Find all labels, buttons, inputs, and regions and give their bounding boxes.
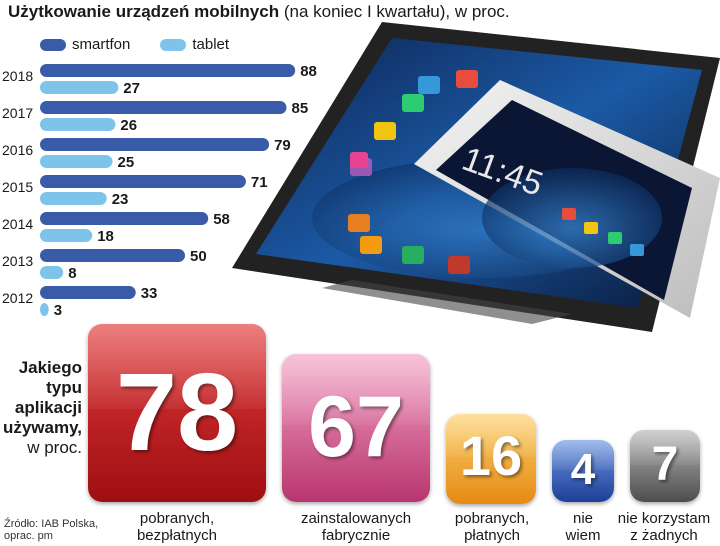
devices-illustration: 11:45 bbox=[232, 22, 720, 332]
tile-downloaded-paid: 16 bbox=[446, 414, 536, 504]
question-line-3: aplikacji bbox=[14, 398, 82, 417]
tile-caption-dont-know: nie wiem bbox=[548, 510, 618, 544]
tile-gloss bbox=[88, 324, 266, 410]
bar-smartfon bbox=[40, 64, 296, 77]
tile-preinstalled: 67 bbox=[282, 354, 430, 502]
caption-line-1: pobranych, bbox=[139, 510, 215, 527]
source-note: Źródło: IAB Polska, oprac. pm bbox=[4, 518, 98, 542]
legend-swatch-tablet bbox=[160, 38, 187, 51]
value-label-tablet: 3 bbox=[54, 302, 62, 316]
bar-tablet bbox=[40, 266, 64, 279]
caption-line-2: z żadnych bbox=[630, 527, 698, 544]
year-label: 2016 bbox=[2, 142, 33, 158]
tile-caption-downloaded-paid: pobranych, płatnych bbox=[442, 510, 542, 544]
source-line-1: Źródło: IAB Polska, bbox=[4, 518, 99, 530]
value-label-smartfon: 85 bbox=[292, 100, 309, 117]
caption-line-2: bezpłatnych bbox=[136, 527, 218, 544]
chart-title: Użytkowanie urządzeń mobilnych (na konie… bbox=[8, 2, 510, 22]
value-label-tablet: 25 bbox=[118, 154, 135, 171]
value-label-tablet: 23 bbox=[112, 191, 129, 208]
question-line-2: typu bbox=[46, 378, 82, 397]
chart-title-bold: Użytkowanie urządzeń mobilnych bbox=[8, 2, 280, 21]
question-unit: w proc. bbox=[27, 438, 82, 457]
value-label-smartfon: 88 bbox=[300, 63, 317, 80]
legend-label-tablet: tablet bbox=[192, 36, 230, 53]
smartphone-device: 11:45 bbox=[414, 80, 720, 318]
tile-value: 16 bbox=[459, 424, 523, 487]
bar-smartfon bbox=[40, 249, 185, 262]
year-label: 2017 bbox=[2, 105, 33, 121]
tile-gloss bbox=[630, 430, 700, 465]
value-label-tablet: 18 bbox=[97, 228, 114, 245]
value-label-smartfon: 58 bbox=[213, 211, 230, 228]
bar-tablet bbox=[40, 81, 119, 94]
caption-line-1: pobranych, bbox=[454, 510, 530, 527]
bar-tablet bbox=[40, 192, 107, 205]
tile-value: 78 bbox=[115, 351, 239, 474]
bar-smartfon bbox=[40, 212, 209, 225]
tile-value: 4 bbox=[570, 445, 596, 494]
year-label: 2015 bbox=[2, 179, 33, 195]
year-label: 2014 bbox=[2, 216, 33, 232]
year-label: 2018 bbox=[2, 68, 33, 84]
caption-line-2: fabrycznie bbox=[321, 527, 391, 544]
tile-gloss bbox=[552, 440, 614, 470]
caption-line-2: wiem bbox=[565, 527, 601, 544]
question-line-4: używamy, bbox=[2, 418, 82, 437]
question-label: Jakiego typu aplikacji używamy, w proc. bbox=[0, 358, 82, 458]
value-label-smartfon: 33 bbox=[141, 285, 158, 302]
legend-label-smartfon: smartfon bbox=[72, 36, 131, 53]
value-label-tablet: 26 bbox=[120, 117, 137, 134]
tile-gloss bbox=[282, 354, 430, 426]
tile-gloss bbox=[446, 414, 536, 458]
legend-item-smartfon: smartfon bbox=[40, 36, 130, 53]
tile-caption-none: nie korzystam z żadnych bbox=[610, 510, 718, 544]
legend-swatch-smartfon bbox=[40, 38, 66, 51]
bar-smartfon bbox=[40, 101, 287, 114]
tile-none: 7 bbox=[630, 430, 700, 502]
caption-line-1: zainstalowanych bbox=[300, 510, 412, 527]
bar-smartfon bbox=[40, 286, 136, 299]
bar-tablet bbox=[40, 229, 93, 242]
bar-tablet bbox=[40, 303, 49, 316]
year-label: 2012 bbox=[2, 290, 33, 306]
bar-smartfon bbox=[40, 175, 246, 188]
value-label-smartfon: 79 bbox=[274, 137, 291, 154]
value-label-tablet: 8 bbox=[68, 265, 76, 282]
bar-tablet bbox=[40, 118, 116, 131]
tile-value: 67 bbox=[308, 379, 404, 475]
tile-caption-preinstalled: zainstalowanych fabrycznie bbox=[270, 510, 442, 544]
caption-line-1: nie bbox=[572, 510, 594, 527]
tile-value: 7 bbox=[651, 438, 679, 491]
question-line-1: Jakiego bbox=[18, 358, 82, 377]
year-label: 2013 bbox=[2, 253, 33, 269]
bar-chart: 2018 88 27 2017 85 26 2016 79 25 2015 71 23 2014 58 18… bbox=[2, 63, 317, 316]
tile-caption-downloaded-free: pobranych, bezpłatnych bbox=[88, 510, 266, 544]
chart-title-sub: (na koniec I kwartału), w proc. bbox=[279, 2, 510, 21]
bar-tablet bbox=[40, 155, 113, 168]
tile-dont-know: 4 bbox=[552, 440, 614, 502]
value-label-smartfon: 71 bbox=[251, 174, 268, 191]
bar-smartfon bbox=[40, 138, 270, 151]
caption-line-1: nie korzystam bbox=[617, 510, 711, 527]
legend-item-tablet: tablet bbox=[160, 36, 229, 53]
caption-line-2: płatnych bbox=[464, 527, 520, 544]
legend: smartfon tablet bbox=[40, 36, 229, 53]
source-line-2: oprac. pm bbox=[4, 530, 53, 542]
tile-downloaded-free: 78 bbox=[88, 324, 266, 502]
value-label-smartfon: 50 bbox=[190, 248, 207, 265]
value-label-tablet: 27 bbox=[123, 80, 140, 97]
